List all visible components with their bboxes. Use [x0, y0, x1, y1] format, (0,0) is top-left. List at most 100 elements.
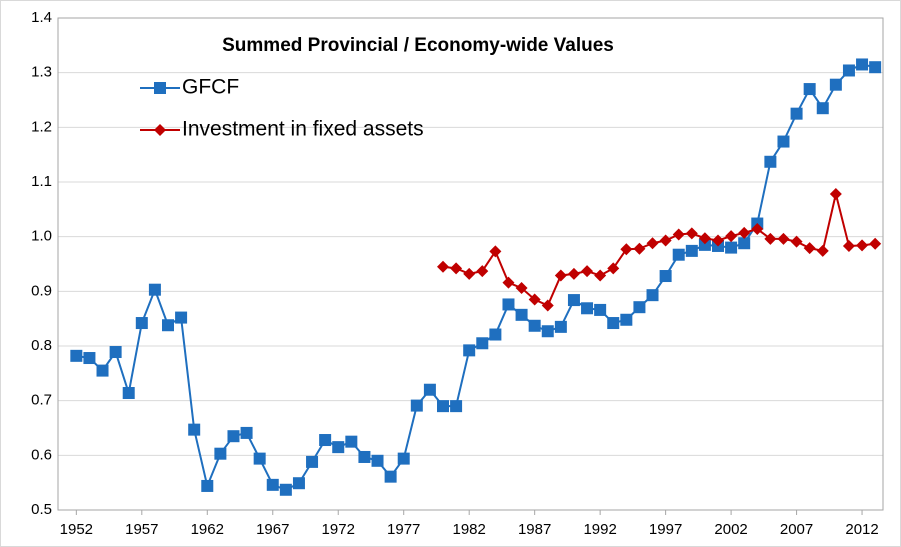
x-tick-label: 1972 [322, 521, 355, 538]
marker [148, 283, 161, 296]
marker [345, 435, 358, 448]
marker [646, 289, 659, 302]
y-tick-label: 1.0 [31, 228, 52, 245]
marker [738, 226, 751, 239]
marker [83, 352, 96, 365]
marker [633, 242, 646, 255]
x-tick-label: 2012 [845, 521, 878, 538]
marker [292, 477, 305, 490]
marker [685, 244, 698, 257]
marker [725, 230, 738, 243]
marker [122, 387, 135, 400]
marker [764, 155, 777, 168]
marker [725, 241, 738, 254]
marker [96, 364, 109, 377]
marker [515, 308, 528, 321]
marker [266, 478, 279, 491]
marker [450, 400, 463, 413]
marker [528, 319, 541, 332]
marker [319, 434, 332, 447]
y-tick-label: 0.9 [31, 282, 52, 299]
y-tick-label: 0.6 [31, 446, 52, 463]
y-tick-label: 0.8 [31, 337, 52, 354]
marker [751, 223, 764, 236]
marker [698, 238, 711, 251]
marker [581, 265, 594, 278]
marker [842, 239, 855, 252]
marker [528, 293, 541, 306]
marker [214, 447, 227, 460]
marker [620, 243, 633, 256]
marker [581, 302, 594, 315]
series-line [442, 193, 876, 307]
marker [764, 232, 777, 245]
marker [816, 102, 829, 115]
marker [450, 262, 463, 275]
y-tick-label: 0.7 [31, 392, 52, 409]
x-tick-label: 1962 [191, 521, 224, 538]
x-tick-label: 2007 [780, 521, 813, 538]
marker [712, 234, 724, 247]
legend-marker [154, 82, 166, 94]
y-tick-label: 1.2 [31, 118, 52, 135]
marker [188, 423, 201, 436]
x-tick-label: 1952 [60, 521, 93, 538]
marker [777, 135, 790, 148]
y-tick-label: 1.4 [31, 9, 52, 26]
marker [502, 298, 515, 311]
marker [607, 317, 620, 330]
marker [279, 483, 292, 496]
marker [463, 267, 476, 280]
marker [541, 299, 554, 312]
x-tick-label: 1977 [387, 521, 420, 538]
marker [371, 454, 384, 467]
marker [463, 344, 476, 357]
marker [201, 479, 214, 492]
marker [227, 430, 240, 443]
plot-frame [57, 17, 884, 511]
marker [738, 237, 751, 250]
marker [489, 245, 502, 258]
marker [646, 237, 659, 250]
marker [620, 313, 633, 326]
marker [306, 455, 319, 468]
marker [816, 244, 829, 257]
marker [869, 237, 882, 250]
marker [594, 303, 607, 316]
marker [423, 383, 436, 396]
marker [541, 325, 554, 338]
x-tick-label: 1997 [649, 521, 682, 538]
marker [856, 58, 869, 71]
chart-title: Summed Provincial / Economy-wide Values [222, 35, 614, 56]
marker [790, 235, 803, 248]
marker [567, 267, 580, 280]
marker [502, 276, 515, 289]
marker [384, 470, 397, 483]
marker [803, 83, 816, 96]
marker [567, 294, 580, 307]
marker [109, 346, 122, 359]
marker [332, 441, 345, 454]
marker [790, 107, 803, 120]
y-tick-label: 0.5 [31, 501, 52, 518]
x-tick-label: 1957 [125, 521, 158, 538]
legend-marker [154, 124, 166, 136]
x-tick-label: 1992 [583, 521, 616, 538]
marker [437, 400, 449, 413]
marker [162, 319, 174, 332]
y-tick-label: 1.1 [31, 173, 52, 190]
marker [397, 452, 410, 465]
marker [489, 328, 502, 341]
marker [659, 270, 672, 283]
marker [70, 349, 83, 362]
marker [607, 262, 620, 275]
marker [869, 61, 882, 74]
marker [253, 452, 266, 465]
legend-label: GFCF [182, 76, 239, 99]
x-tick-label: 1987 [518, 521, 551, 538]
marker [672, 228, 685, 241]
marker [777, 232, 790, 245]
